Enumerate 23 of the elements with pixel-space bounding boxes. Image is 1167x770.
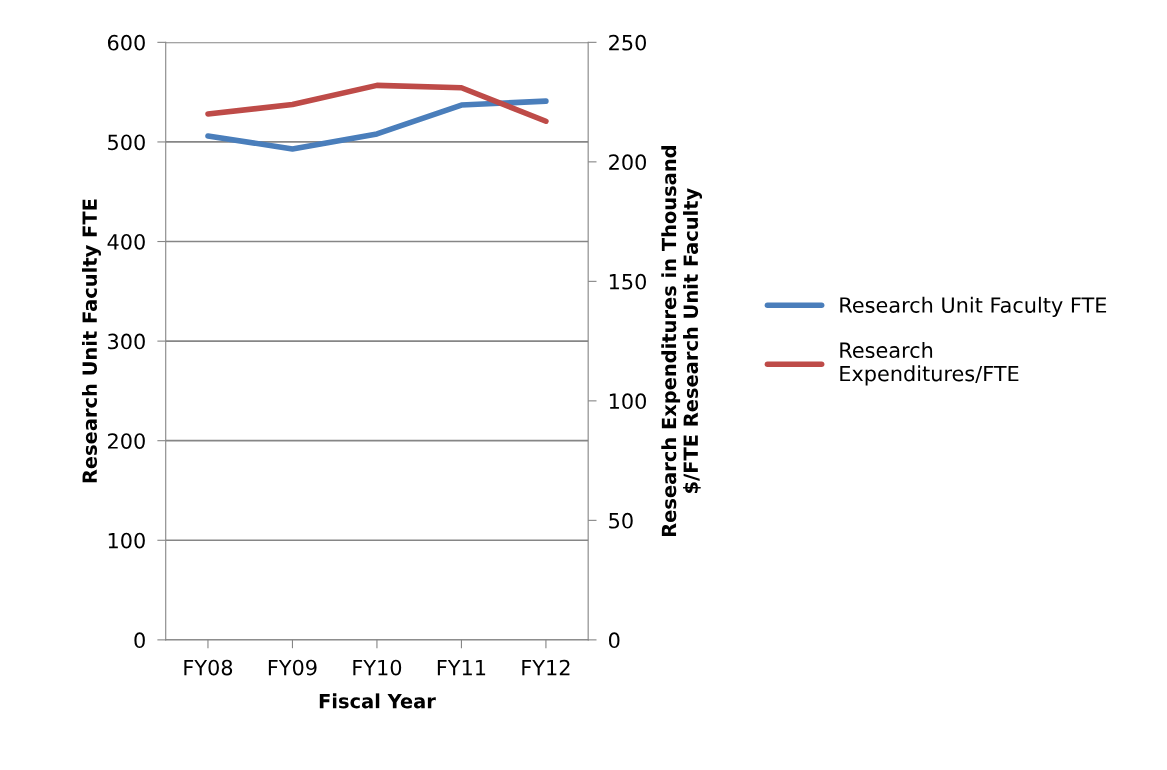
y2-tick-label: 150 [609,273,646,290]
legend-label: Research Expenditures/FTE [840,341,1019,386]
y2-tick-label: 200 [609,154,646,171]
y-tick-label: 100 [108,532,145,549]
y2-tick-label: 0 [608,632,620,649]
y-tick-label: 600 [107,34,145,51]
y-tick-label: 200 [108,433,145,449]
x-tick-label: FY09 [268,659,317,676]
y-tick-label: 400 [107,233,145,250]
y-tick-label: 0 [134,632,145,649]
x-tick-label: FY10 [353,659,402,676]
y2-tick-label: 50 [609,512,633,529]
y2-axis-title: Research Expenditures in Thousand $/FTE Research Unit Faculty [661,146,703,537]
y-tick-label: 500 [108,134,145,151]
x-tick-label: FY11 [437,659,486,676]
y2-tick-label: 250 [609,34,646,51]
legend-label: Research Unit Faculty FTE [840,296,1107,317]
y2-tick-label: 100 [609,393,646,410]
x-tick-label: FY12 [522,659,570,676]
y-axis-title: Research Unit Faculty FTE [81,199,101,483]
x-axis-title: Fiscal Year [319,693,436,709]
y-tick-label: 300 [108,333,145,350]
x-tick-label: FY08 [184,659,233,676]
